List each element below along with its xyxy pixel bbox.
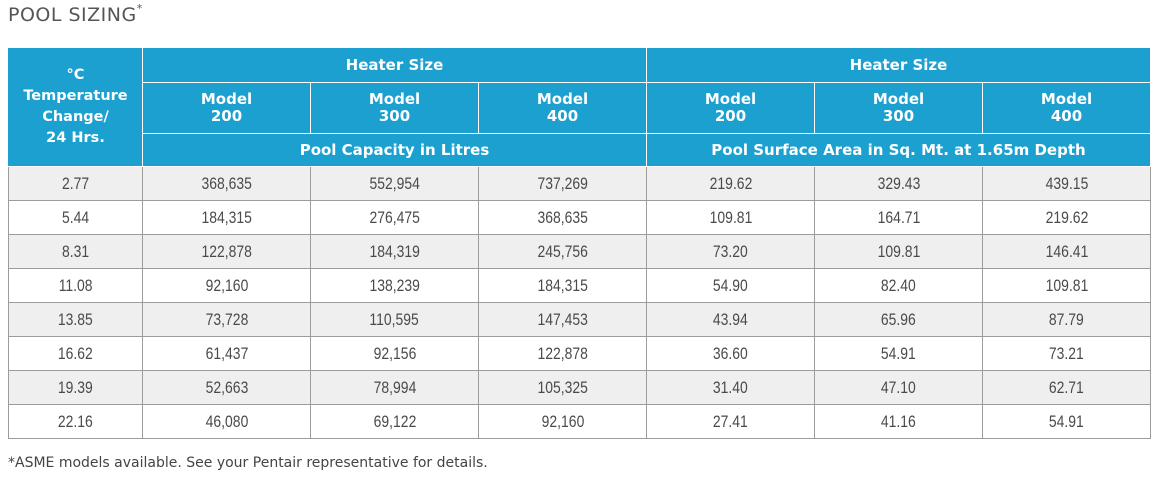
temperature-cell: 19.39 <box>8 370 143 405</box>
value-cell: 146.41 <box>982 234 1151 269</box>
value-cell: 109.81 <box>814 234 983 269</box>
value-cell: 109.81 <box>646 200 815 235</box>
page-title: POOL SIZING* <box>8 2 143 26</box>
value-cell: 245,756 <box>478 234 647 269</box>
pool-sizing-table: °C Temperature Change/ 24 Hrs. Heater Si… <box>8 47 1151 439</box>
value-cell: 439.15 <box>982 166 1151 201</box>
value-cell: 73,728 <box>142 302 311 337</box>
table-row: 5.44 184,315 276,475 368,635 109.81 164.71 219… <box>8 200 1151 235</box>
value-cell: 110,595 <box>310 302 479 337</box>
change-label: Change/ <box>42 109 109 125</box>
model-header: Model 400 <box>478 82 647 134</box>
temperature-change-header: °C Temperature Change/ 24 Hrs. <box>8 47 143 167</box>
model-header: Model 300 <box>310 82 479 134</box>
heater-size-header-right: Heater Size <box>646 47 1151 83</box>
model-header: Model 200 <box>646 82 815 134</box>
value-cell: 184,319 <box>310 234 479 269</box>
value-cell: 92,156 <box>310 336 479 371</box>
table-row: 11.08 92,160 138,239 184,315 54.90 82.40 109.8… <box>8 268 1151 303</box>
value-cell: 65.96 <box>814 302 983 337</box>
table-body: 2.77 368,635 552,954 737,269 219.62 329.43 439… <box>8 166 1151 439</box>
value-cell: 122,878 <box>478 336 647 371</box>
value-cell: 27.41 <box>646 404 815 439</box>
per-24-hrs-label: 24 Hrs. <box>46 130 105 146</box>
value-cell: 73.20 <box>646 234 815 269</box>
value-cell: 73.21 <box>982 336 1151 371</box>
value-cell: 78,994 <box>310 370 479 405</box>
value-cell: 552,954 <box>310 166 479 201</box>
value-cell: 69,122 <box>310 404 479 439</box>
value-cell: 43.94 <box>646 302 815 337</box>
table-row: 8.31 122,878 184,319 245,756 73.20 109.81 146.… <box>8 234 1151 269</box>
value-cell: 54.91 <box>814 336 983 371</box>
value-cell: 219.62 <box>982 200 1151 235</box>
value-cell: 36.60 <box>646 336 815 371</box>
value-cell: 276,475 <box>310 200 479 235</box>
value-cell: 329.43 <box>814 166 983 201</box>
value-cell: 46,080 <box>142 404 311 439</box>
value-cell: 219.62 <box>646 166 815 201</box>
temperature-label: Temperature <box>23 88 128 104</box>
celsius-label: °C <box>66 67 85 83</box>
page-title-text: POOL SIZING <box>8 4 137 26</box>
value-cell: 92,160 <box>478 404 647 439</box>
footnote: *ASME models available. See your Pentair… <box>8 455 488 471</box>
value-cell: 52,663 <box>142 370 311 405</box>
pool-capacity-header: Pool Capacity in Litres <box>142 133 647 167</box>
table-row: 22.16 46,080 69,122 92,160 27.41 41.16 54.91 <box>8 404 1151 439</box>
temperature-cell: 13.85 <box>8 302 143 337</box>
value-cell: 105,325 <box>478 370 647 405</box>
value-cell: 47.10 <box>814 370 983 405</box>
value-cell: 62.71 <box>982 370 1151 405</box>
table-row: 19.39 52,663 78,994 105,325 31.40 47.10 62.71 <box>8 370 1151 405</box>
value-cell: 164.71 <box>814 200 983 235</box>
table-row: 13.85 73,728 110,595 147,453 43.94 65.96 87.79 <box>8 302 1151 337</box>
model-header: Model 400 <box>982 82 1151 134</box>
value-cell: 737,269 <box>478 166 647 201</box>
temperature-cell: 11.08 <box>8 268 143 303</box>
model-header: Model 200 <box>142 82 311 134</box>
table-row: 16.62 61,437 92,156 122,878 36.60 54.91 73.21 <box>8 336 1151 371</box>
value-cell: 41.16 <box>814 404 983 439</box>
temperature-cell: 2.77 <box>8 166 143 201</box>
value-cell: 54.90 <box>646 268 815 303</box>
value-cell: 31.40 <box>646 370 815 405</box>
value-cell: 87.79 <box>982 302 1151 337</box>
value-cell: 92,160 <box>142 268 311 303</box>
temperature-cell: 16.62 <box>8 336 143 371</box>
value-cell: 109.81 <box>982 268 1151 303</box>
value-cell: 147,453 <box>478 302 647 337</box>
value-cell: 54.91 <box>982 404 1151 439</box>
value-cell: 61,437 <box>142 336 311 371</box>
table-row: 2.77 368,635 552,954 737,269 219.62 329.43 439… <box>8 166 1151 201</box>
value-cell: 368,635 <box>142 166 311 201</box>
value-cell: 82.40 <box>814 268 983 303</box>
temperature-cell: 8.31 <box>8 234 143 269</box>
pool-surface-area-header: Pool Surface Area in Sq. Mt. at 1.65m De… <box>646 133 1151 167</box>
temperature-cell: 5.44 <box>8 200 143 235</box>
heater-size-header-left: Heater Size <box>142 47 647 83</box>
temperature-cell: 22.16 <box>8 404 143 439</box>
value-cell: 368,635 <box>478 200 647 235</box>
model-header: Model 300 <box>814 82 983 134</box>
value-cell: 138,239 <box>310 268 479 303</box>
value-cell: 184,315 <box>478 268 647 303</box>
value-cell: 122,878 <box>142 234 311 269</box>
title-asterisk: * <box>136 2 143 15</box>
value-cell: 184,315 <box>142 200 311 235</box>
